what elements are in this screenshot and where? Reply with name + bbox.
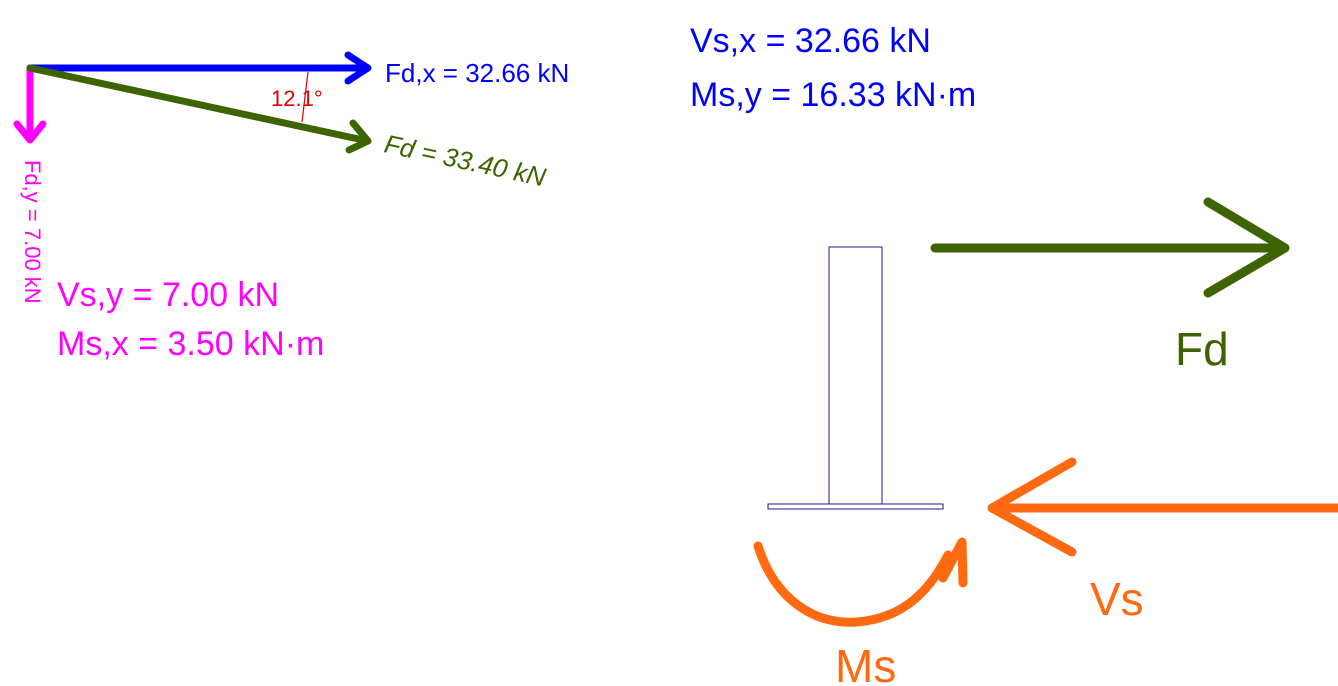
shear-reaction-arrow (987, 457, 1338, 557)
shear-x-label: Vs,x = 32.66 kN (690, 22, 931, 60)
reactions-x-direction: Vs,x = 32.66 kN Ms,y = 16.33 kN·m (690, 22, 976, 114)
fd-resultant-arrow (26, 64, 372, 154)
column-shaft (828, 246, 883, 505)
applied-force-label: Fd (1175, 323, 1229, 375)
fd-y-label: Fd,y = 7.00 kN (20, 160, 45, 304)
reactions-y-direction: Vs,y = 7.00 kN Ms,x = 3.50 kN·m (57, 276, 324, 363)
moment-reaction-label: Ms (835, 640, 896, 686)
angle-label: 12.1° (271, 86, 323, 111)
fd-y-arrow (13, 64, 47, 144)
fd-x-label: Fd,x = 32.66 kN (385, 58, 569, 88)
moment-x-label: Ms,x = 3.50 kN·m (57, 325, 324, 363)
column-member (767, 246, 944, 510)
angle-marker (301, 71, 309, 123)
fd-resultant-label: Fd = 33.40 kN (382, 129, 549, 193)
fd-x-arrow (26, 51, 372, 85)
moment-reaction-arrow (753, 537, 968, 627)
base-plate (767, 503, 944, 510)
force-decomposition: Fd,x = 32.66 kN Fd,y = 7.00 kN Fd = 33.4… (13, 51, 569, 304)
shear-y-label: Vs,y = 7.00 kN (57, 276, 279, 314)
shear-reaction-label: Vs (1090, 573, 1144, 625)
moment-y-label: Ms,y = 16.33 kN·m (690, 76, 976, 114)
applied-force-arrow (930, 197, 1290, 298)
